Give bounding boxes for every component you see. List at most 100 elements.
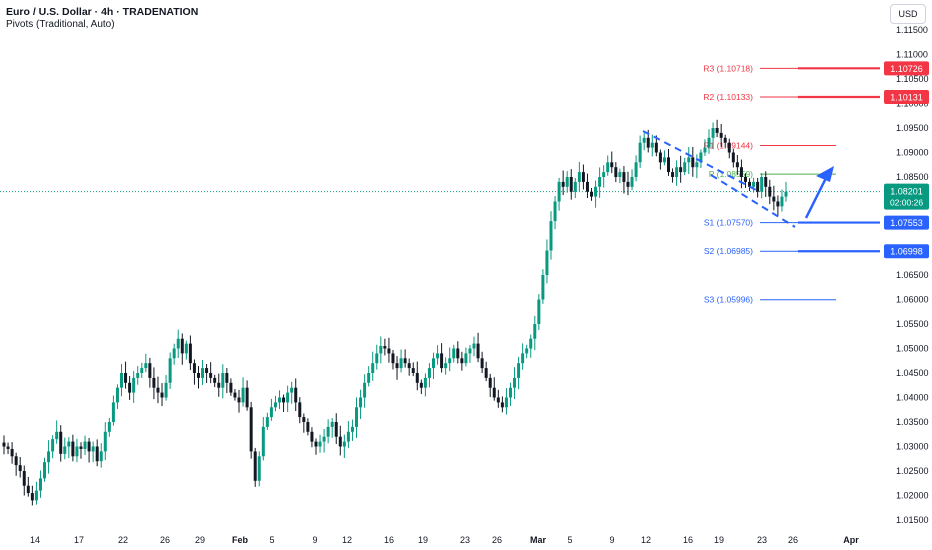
candle-body xyxy=(342,441,346,447)
candle-body xyxy=(306,422,310,432)
candle-body xyxy=(423,377,427,388)
candle-body xyxy=(217,382,221,388)
candle-body xyxy=(427,368,431,378)
candle-body xyxy=(691,157,695,168)
candle-countdown-label: 02:00:26 xyxy=(890,198,923,208)
candle-body xyxy=(205,368,209,373)
candle-body xyxy=(265,417,269,427)
candle-body xyxy=(529,338,533,349)
candle-body xyxy=(326,426,330,437)
time-axis: 14 17 22 26 29 Feb 5 9 12 16 19 23 26 Mar 5 9 12 16 19 23 26… xyxy=(30,535,859,545)
price-tick-label: 1.05000 xyxy=(896,344,929,354)
time-tick-label: 26 xyxy=(788,535,798,545)
candle-body xyxy=(290,387,294,393)
pivot-label: P (1.08559) xyxy=(709,169,753,179)
candle-body xyxy=(334,422,338,437)
candle-body xyxy=(172,348,176,359)
candle-body xyxy=(707,137,711,148)
candle-body xyxy=(160,392,164,398)
candle-body xyxy=(132,377,136,393)
time-tick-label: Apr xyxy=(843,535,859,545)
candle-body xyxy=(598,177,602,187)
candle-body xyxy=(196,373,200,378)
candle-body xyxy=(650,142,654,148)
candle-body xyxy=(350,426,354,432)
candle-body xyxy=(302,417,306,422)
candle-body xyxy=(375,353,379,364)
pivot-price-tag xyxy=(884,89,929,104)
candle-body xyxy=(99,451,103,462)
time-tick-label: 19 xyxy=(418,535,428,545)
candle-body xyxy=(549,221,553,251)
candle-body xyxy=(395,363,399,369)
candle-body xyxy=(111,402,115,422)
candle-body xyxy=(6,446,10,449)
candle-body xyxy=(666,157,670,173)
candle-body xyxy=(646,137,650,148)
candle-body xyxy=(148,363,152,378)
candle-body xyxy=(496,397,500,403)
candle-body xyxy=(201,368,205,378)
candle-body xyxy=(391,353,395,364)
candle-body xyxy=(314,441,318,447)
candle-body xyxy=(115,387,119,403)
candle-body xyxy=(675,167,679,177)
time-tick-label: Feb xyxy=(232,535,249,545)
candle-body xyxy=(581,172,585,182)
candle-body xyxy=(403,358,407,364)
candle-body xyxy=(30,493,34,501)
candle-body xyxy=(436,353,440,359)
candle-body xyxy=(634,162,638,177)
price-tick-label: 1.11500 xyxy=(896,25,928,35)
candle-body xyxy=(164,382,168,398)
candle-body xyxy=(318,441,322,447)
candle-body xyxy=(488,377,492,388)
candle-body xyxy=(278,397,282,403)
price-tick-label: 1.03500 xyxy=(896,417,929,427)
price-tick-label: 1.09000 xyxy=(896,148,929,158)
candle-body xyxy=(371,363,375,373)
candle-body xyxy=(476,343,480,359)
candle-body xyxy=(727,142,731,153)
indicator-label[interactable]: Pivots (Traditional, Auto) xyxy=(6,19,115,30)
candle-body xyxy=(440,353,444,369)
candle-body xyxy=(286,392,290,403)
candle-body xyxy=(764,177,768,187)
candle-body xyxy=(140,368,144,373)
candle-body xyxy=(367,373,371,383)
candle-body xyxy=(136,373,140,378)
candle-body xyxy=(508,387,512,398)
price-tick-label: 1.01500 xyxy=(896,515,929,525)
pivot-price-tag xyxy=(884,215,929,230)
candle-body xyxy=(213,377,217,383)
candle-body xyxy=(654,142,658,153)
price-tags: 1.10726 1.10131 1.07553 1.06998 1.0820102:00… xyxy=(884,61,929,259)
candle-body xyxy=(241,387,245,403)
currency-button[interactable]: USD xyxy=(890,4,926,24)
candle-body xyxy=(257,456,261,481)
candle-body xyxy=(55,431,59,440)
time-tick-label: 12 xyxy=(641,535,651,545)
candle-body xyxy=(642,137,646,143)
candle-body xyxy=(43,462,47,479)
candle-body xyxy=(229,382,233,393)
candle-body xyxy=(683,162,687,173)
candle-body xyxy=(557,181,561,202)
candle-body xyxy=(22,471,26,486)
candle-body xyxy=(513,377,517,388)
time-tick-label: 12 xyxy=(342,535,352,545)
candle-body xyxy=(735,162,739,168)
time-tick-label: Mar xyxy=(530,535,547,545)
candle-body xyxy=(34,490,38,501)
candle-body xyxy=(537,299,541,324)
time-tick-label: 5 xyxy=(269,535,274,545)
candle-body xyxy=(411,368,415,373)
candle-body xyxy=(553,201,557,222)
candle-body xyxy=(594,186,598,197)
candle-body xyxy=(399,358,403,369)
price-tick-label: 1.04000 xyxy=(896,393,929,403)
candle-body xyxy=(464,353,468,364)
candle-body xyxy=(431,358,435,369)
falling-channel-top-line xyxy=(642,130,761,193)
